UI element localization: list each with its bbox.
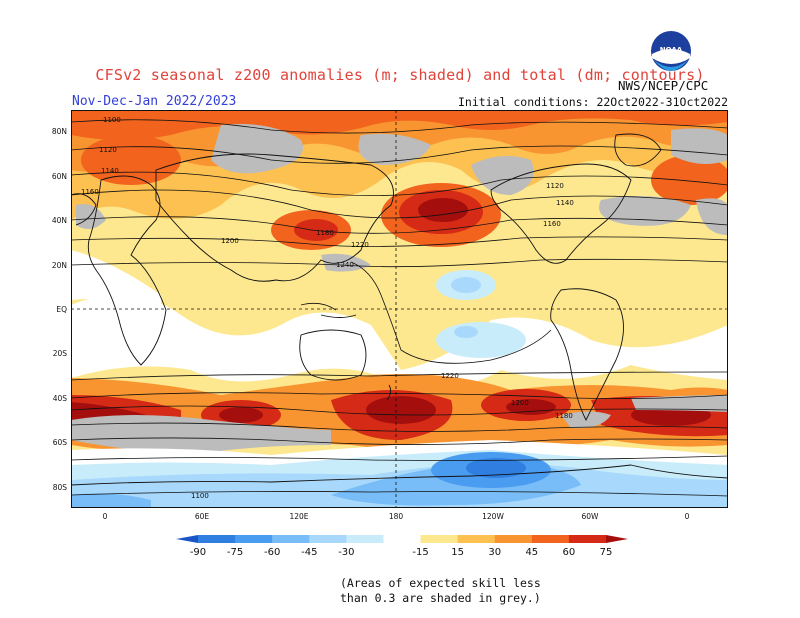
colorbar-tick-label: -30: [338, 547, 354, 558]
footnote-line2: than 0.3 are shaded in grey.): [340, 591, 541, 605]
colorbar-segment: [494, 535, 533, 543]
lat-label: 60S: [53, 438, 68, 447]
noaa-logo: NOAA: [651, 31, 691, 71]
lon-label: 0: [103, 512, 108, 521]
contour-label: 1180: [555, 412, 573, 420]
lon-label: 60E: [195, 512, 210, 521]
season-label: Nov-Dec-Jan 2022/2023: [72, 94, 237, 109]
colorbar-tick-label: 45: [525, 547, 538, 558]
longitude-axis: 0 60E 120E 180 120W 60W 0: [103, 512, 690, 521]
contour-label: 1120: [99, 146, 117, 154]
lat-label: 20N: [52, 261, 67, 270]
lat-label: 60N: [52, 172, 67, 181]
colorbar-segment: [272, 535, 310, 543]
lat-label: 40S: [53, 394, 68, 403]
colorbar-segment: [198, 535, 236, 543]
colorbar-tick-label: 15: [451, 547, 464, 558]
colorbar-tick-label: -45: [301, 547, 317, 558]
colorbar: -90 -75 -60 -45 -30 -15 15 30 45 60 75: [176, 535, 628, 558]
lat-label: 40N: [52, 216, 67, 225]
colorbar-segment: [309, 535, 347, 543]
colorbar-segment: [606, 535, 628, 543]
contour-label: 1220: [351, 241, 369, 249]
colorbar-tick-label: 75: [600, 547, 613, 558]
colorbar-tick-label: -90: [190, 547, 206, 558]
agency-label: NWS/NCEP/CPC: [618, 78, 709, 93]
colorbar-tick-label: -75: [227, 547, 243, 558]
colorbar-tick-label: 30: [488, 547, 501, 558]
colorbar-segment: [531, 535, 570, 543]
contour-label: 1200: [511, 399, 529, 407]
colorbar-tick-label: -60: [264, 547, 280, 558]
logo-text: NOAA: [660, 46, 683, 54]
contour-label: 1200: [221, 237, 239, 245]
lat-label: EQ: [56, 305, 67, 314]
contour-label: 1220: [441, 372, 459, 380]
contour-label: 1100: [191, 492, 209, 500]
initial-conditions-label: Initial conditions: 22Oct2022-31Oct2022: [457, 95, 728, 109]
lon-label: 60W: [582, 512, 600, 521]
colorbar-tick-label: -15: [412, 547, 428, 558]
lat-label: 20S: [53, 349, 68, 358]
contour-label: 1160: [543, 220, 561, 228]
colorbar-segment: [568, 535, 607, 543]
contour-label: 1240: [336, 261, 354, 269]
contour-label: 1180: [316, 229, 334, 237]
footnote: (Areas of expected skill less than 0.3 a…: [340, 576, 541, 606]
colorbar-segment: [457, 535, 496, 543]
colorbar-tick-label: 60: [563, 547, 576, 558]
colorbar-segment: [176, 535, 198, 543]
colorbar-segment: [346, 535, 384, 543]
contour-label: 1100: [103, 116, 121, 124]
lon-label: 120W: [482, 512, 504, 521]
chart-title: CFSv2 seasonal z200 anomalies (m; shaded…: [95, 66, 705, 84]
lon-label: 120E: [289, 512, 308, 521]
contour-label: 1160: [81, 188, 99, 196]
lat-label: 80S: [53, 483, 68, 492]
contour-label: 1140: [101, 167, 119, 175]
colorbar-segment: [420, 535, 459, 543]
lon-label: 0: [685, 512, 690, 521]
lat-label: 80N: [52, 127, 67, 136]
contour-label: 1140: [556, 199, 574, 207]
latitude-axis: 80N 60N 40N 20N EQ 20S 40S 60S 80S: [52, 127, 68, 492]
colorbar-segment: [235, 535, 273, 543]
footnote-line1: (Areas of expected skill less: [340, 576, 541, 590]
anomaly-map: 1100 1120 1140 1160 1180 1200 1220 1240 …: [71, 110, 728, 508]
contour-label: 1120: [546, 182, 564, 190]
lon-label: 180: [389, 512, 404, 521]
colorbar-segment: [383, 535, 422, 543]
